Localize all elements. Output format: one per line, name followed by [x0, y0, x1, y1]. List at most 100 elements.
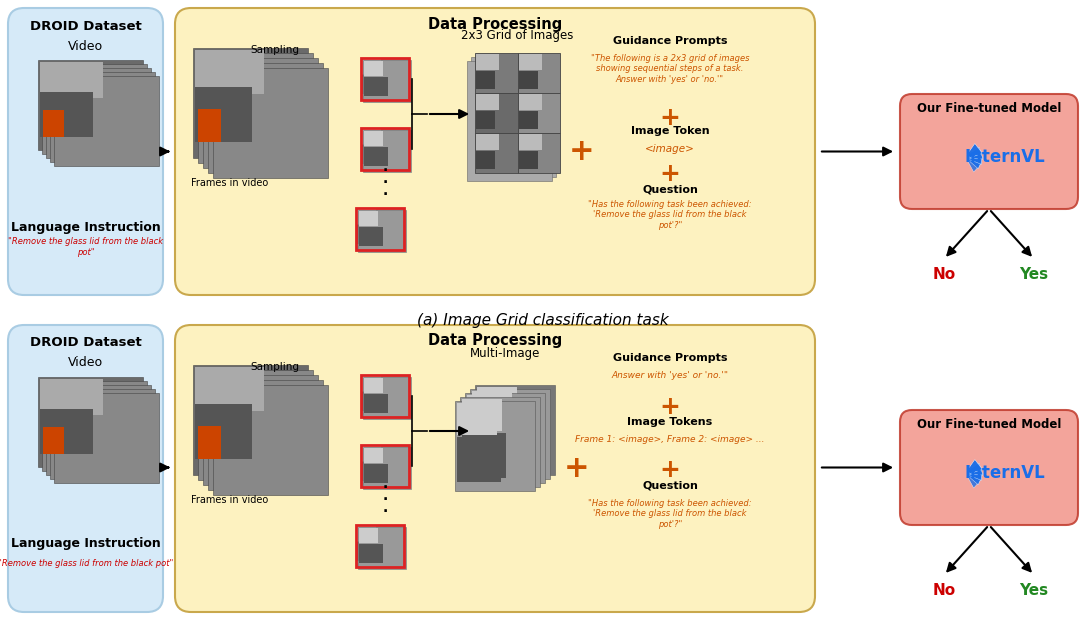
Text: Our Fine-tuned Model: Our Fine-tuned Model — [917, 101, 1061, 114]
Bar — [518, 111, 538, 129]
Bar — [362, 446, 381, 461]
Bar — [476, 151, 495, 169]
Bar — [357, 225, 381, 244]
Bar — [202, 58, 317, 168]
Bar — [361, 128, 409, 170]
Bar — [518, 54, 542, 70]
Polygon shape — [969, 472, 983, 485]
Text: "Has the following task been achieved:
'Remove the glass lid from the black
pot': "Has the following task been achieved: '… — [589, 499, 752, 529]
Bar — [213, 385, 328, 495]
Text: InternVL: InternVL — [964, 149, 1046, 167]
Bar — [362, 145, 386, 164]
Bar — [194, 367, 264, 411]
Bar — [457, 403, 497, 435]
Bar — [364, 464, 388, 483]
Bar — [192, 365, 307, 475]
FancyBboxPatch shape — [900, 410, 1078, 525]
Bar — [476, 54, 500, 70]
Bar — [362, 376, 381, 391]
Bar — [43, 427, 64, 453]
Polygon shape — [967, 460, 983, 473]
Bar — [363, 60, 411, 102]
Bar — [467, 429, 512, 474]
Text: Image Tokens: Image Tokens — [628, 417, 712, 427]
Text: +: + — [659, 395, 681, 419]
Text: Our Fine-tuned Model: Our Fine-tuned Model — [917, 417, 1061, 430]
Bar — [465, 393, 545, 483]
Text: Video: Video — [68, 356, 103, 369]
Polygon shape — [969, 156, 983, 169]
Polygon shape — [968, 157, 982, 172]
Bar — [518, 134, 542, 150]
FancyBboxPatch shape — [8, 325, 163, 612]
Bar — [364, 394, 388, 413]
FancyBboxPatch shape — [900, 94, 1078, 209]
Bar — [472, 391, 512, 422]
Bar — [357, 542, 381, 560]
Bar — [476, 111, 495, 129]
Bar — [476, 94, 500, 110]
Text: InternVL: InternVL — [964, 465, 1046, 483]
Bar — [364, 378, 383, 392]
Bar — [43, 109, 64, 136]
Text: No: No — [933, 583, 956, 598]
Text: DROID Dataset: DROID Dataset — [29, 19, 141, 32]
Bar — [46, 68, 151, 158]
Bar — [364, 61, 383, 76]
Bar — [358, 210, 406, 252]
Bar — [54, 393, 159, 483]
Polygon shape — [968, 147, 983, 159]
Bar — [518, 133, 560, 173]
Bar — [361, 128, 409, 170]
Polygon shape — [968, 473, 982, 488]
Bar — [207, 380, 323, 490]
Bar — [475, 133, 518, 173]
Bar — [362, 129, 381, 144]
Bar — [40, 409, 92, 453]
Text: +: + — [659, 106, 681, 130]
Bar — [364, 448, 383, 463]
Bar — [518, 71, 538, 89]
Bar — [457, 437, 501, 482]
Bar — [472, 425, 516, 470]
Bar — [54, 76, 159, 166]
Bar — [202, 375, 317, 485]
Bar — [198, 108, 220, 141]
Bar — [50, 72, 155, 162]
Bar — [356, 208, 404, 250]
Bar — [361, 58, 409, 100]
Bar — [46, 385, 151, 475]
Polygon shape — [968, 463, 983, 475]
Bar — [356, 208, 404, 250]
Bar — [467, 395, 507, 427]
Bar — [207, 63, 323, 173]
Text: Language Instruction: Language Instruction — [11, 537, 161, 550]
Bar — [194, 50, 264, 94]
Text: Sampling: Sampling — [251, 362, 300, 372]
Bar — [357, 526, 376, 541]
Text: Video: Video — [68, 40, 103, 52]
Text: Yes: Yes — [1020, 267, 1049, 282]
Text: +: + — [569, 137, 595, 166]
Bar — [467, 61, 552, 181]
Bar — [359, 544, 383, 563]
Bar — [462, 433, 506, 478]
Text: 2x3 Grid of Images: 2x3 Grid of Images — [462, 29, 573, 42]
Bar — [475, 385, 555, 475]
Bar — [362, 59, 381, 73]
Bar — [192, 48, 307, 158]
Text: Frame 1: <image>, Frame 2: <image> ...: Frame 1: <image>, Frame 2: <image> ... — [576, 435, 765, 444]
Text: +: + — [659, 458, 681, 482]
Bar — [358, 527, 406, 569]
Bar — [361, 445, 409, 487]
Bar — [518, 94, 542, 110]
Text: Data Processing: Data Processing — [428, 333, 563, 348]
Bar — [455, 401, 535, 491]
Bar — [364, 77, 388, 96]
Text: Image Token: Image Token — [631, 126, 709, 136]
Text: ·
·
·: · · · — [382, 164, 388, 202]
Bar — [40, 91, 92, 136]
Bar — [477, 421, 521, 466]
Bar — [38, 60, 143, 150]
Text: Frames in video: Frames in video — [191, 178, 268, 188]
